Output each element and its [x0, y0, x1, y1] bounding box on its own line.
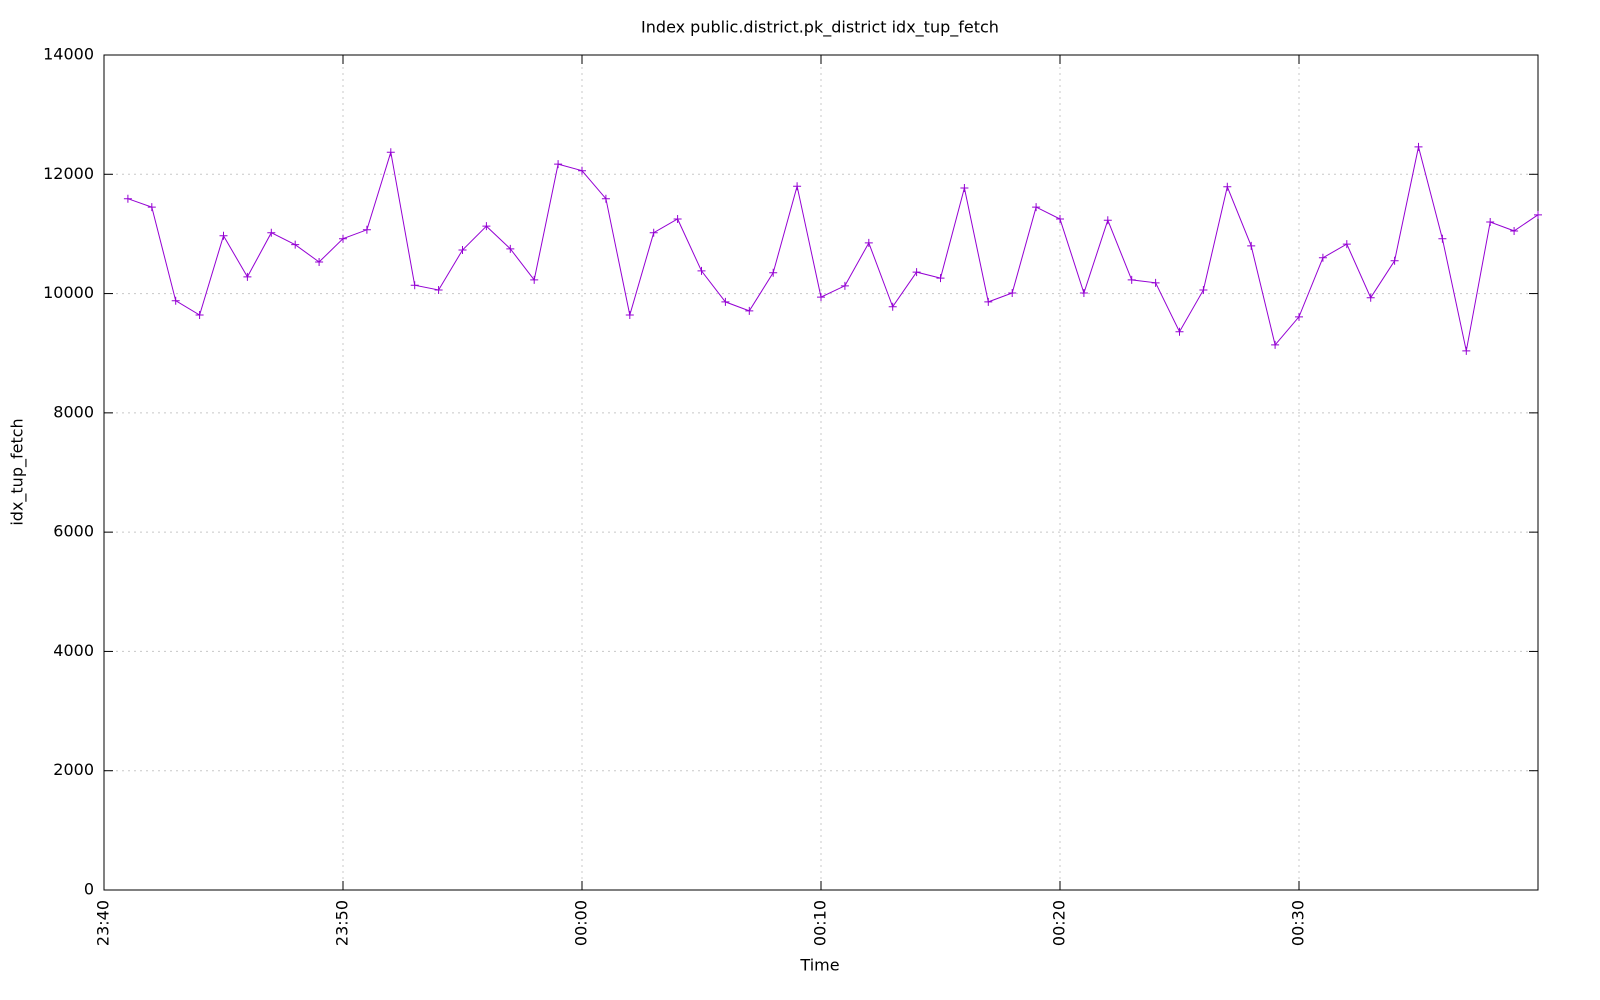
data-point	[769, 268, 778, 277]
data-point	[1462, 346, 1471, 355]
data-point	[506, 244, 515, 253]
x-tick-label: 00:10	[811, 900, 830, 946]
data-point	[1032, 203, 1041, 212]
data-point	[912, 268, 921, 277]
data-point	[817, 293, 825, 302]
data-point	[219, 231, 228, 240]
data-point	[362, 225, 371, 234]
data-point	[578, 166, 586, 175]
data-point	[697, 266, 706, 275]
x-tick-label: 23:40	[94, 900, 113, 946]
data-point	[554, 160, 563, 169]
x-tick-label: 00:30	[1289, 900, 1308, 946]
data-point	[434, 285, 443, 294]
data-point	[147, 203, 156, 212]
data-point	[625, 311, 634, 320]
plot-frame	[103, 54, 1539, 891]
data-point	[1366, 293, 1375, 302]
data-point	[960, 184, 969, 193]
y-tick-label: 8000	[53, 402, 94, 421]
y-tick-label: 0	[84, 880, 94, 899]
data-point	[1510, 226, 1519, 235]
data-point	[649, 228, 658, 237]
data-point	[1271, 340, 1280, 349]
data-point	[1295, 312, 1303, 321]
y-tick-label: 6000	[53, 522, 94, 541]
data-point	[339, 234, 347, 243]
data-point	[984, 297, 993, 306]
data-point	[1318, 253, 1327, 262]
x-axis-label: Time	[799, 956, 839, 975]
data-point	[410, 281, 419, 290]
data-point	[1079, 288, 1088, 297]
data-point	[1008, 288, 1017, 297]
data-point	[482, 222, 491, 231]
y-tick-label: 12000	[43, 164, 94, 183]
data-point	[888, 302, 897, 311]
data-point	[673, 215, 682, 224]
data-point	[601, 194, 610, 203]
data-point	[864, 238, 873, 247]
data-point	[1199, 285, 1208, 294]
data-point	[315, 257, 324, 266]
data-point	[171, 296, 180, 305]
data-point	[458, 246, 467, 255]
data-point	[1342, 240, 1351, 249]
data-point	[745, 306, 754, 315]
data-point	[721, 297, 730, 306]
y-axis-label: idx_tup_fetch	[8, 418, 28, 525]
data-point	[1056, 215, 1064, 224]
data-point	[793, 182, 802, 191]
data-point	[1247, 241, 1256, 250]
data-point	[1414, 142, 1423, 151]
data-point	[267, 228, 276, 237]
data-point	[1534, 210, 1542, 219]
data-point	[1486, 218, 1495, 226]
chart-title: Index public.district.pk_district idx_tu…	[641, 18, 999, 38]
data-point	[1438, 234, 1447, 243]
x-tick-label: 00:00	[572, 900, 591, 946]
x-tick-label: 00:20	[1050, 900, 1069, 946]
data-point	[1127, 275, 1136, 284]
data-line	[127, 146, 1539, 351]
y-tick-label: 4000	[53, 641, 94, 660]
data-point	[1390, 256, 1399, 265]
x-tick-label: 23:50	[333, 900, 352, 946]
data-point	[123, 194, 132, 203]
y-tick-label: 14000	[43, 45, 94, 64]
data-point	[936, 274, 945, 283]
data-point	[195, 311, 204, 320]
data-point	[530, 275, 539, 284]
data-point	[1103, 216, 1112, 225]
data-point	[1223, 182, 1232, 191]
data-point	[386, 148, 395, 157]
data-point	[243, 272, 252, 281]
data-point	[840, 281, 849, 290]
data-point	[1151, 278, 1160, 287]
y-tick-label: 10000	[43, 283, 94, 302]
y-tick-label: 2000	[53, 760, 94, 779]
data-point	[1175, 327, 1184, 336]
data-point	[291, 240, 300, 249]
